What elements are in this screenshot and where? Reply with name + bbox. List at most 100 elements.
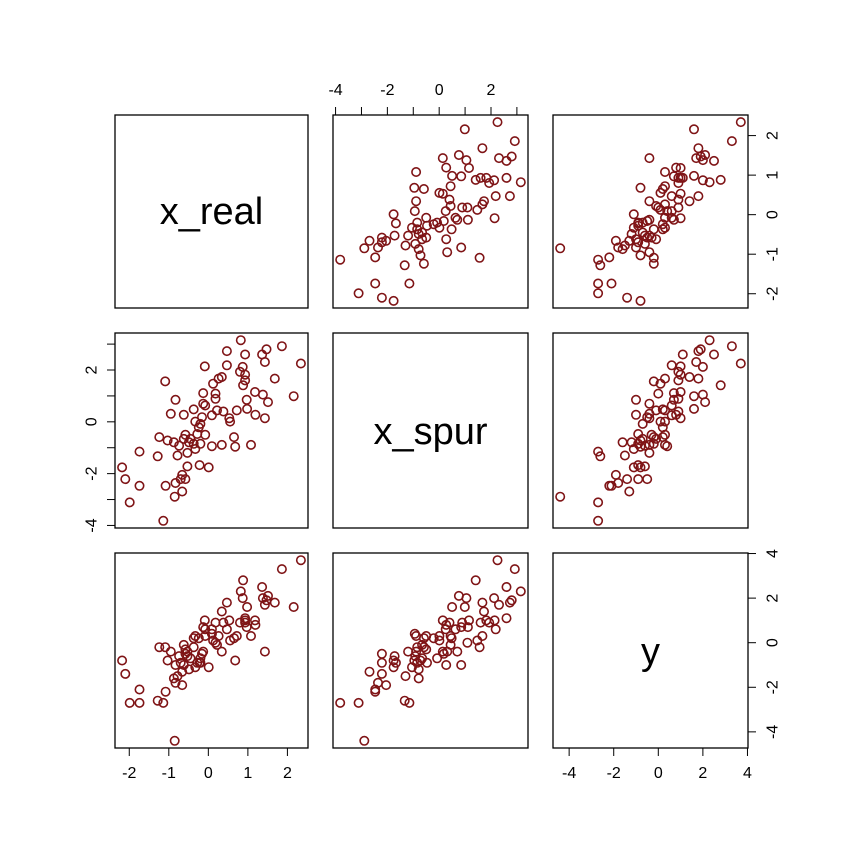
data-point <box>199 361 210 372</box>
tick-label-x_real-vertical: 1 <box>765 171 782 180</box>
data-point <box>456 171 467 182</box>
data-point <box>389 651 400 662</box>
data-point <box>434 630 445 641</box>
tick-label-x_spur: -4 <box>328 82 342 99</box>
data-point <box>231 405 242 416</box>
data-point <box>697 155 708 166</box>
data-point <box>185 653 196 664</box>
tick-label-x_real-vertical: 0 <box>765 210 782 219</box>
data-point <box>693 373 704 384</box>
data-point <box>154 642 165 653</box>
data-point <box>617 437 628 448</box>
data-point <box>655 416 666 427</box>
data-point <box>506 595 517 606</box>
data-point <box>195 438 206 449</box>
data-point <box>117 655 128 666</box>
data-point <box>462 202 473 213</box>
data-point <box>441 659 452 670</box>
tick-label-x_real: 2 <box>283 765 292 782</box>
data-point <box>229 633 240 644</box>
data-point <box>259 599 270 610</box>
data-point <box>438 216 449 227</box>
data-point <box>515 177 526 188</box>
data-point <box>242 403 253 414</box>
data-point <box>657 184 668 195</box>
data-point <box>411 167 422 178</box>
data-point <box>635 462 646 473</box>
data-point <box>691 153 702 164</box>
data-point <box>406 662 417 673</box>
tick-label-y-vertical: 2 <box>765 594 782 603</box>
tick-label-x_real-vertical: -1 <box>765 247 782 261</box>
data-point <box>700 150 711 161</box>
data-point <box>178 409 189 420</box>
tick-label-x_real: 0 <box>204 765 213 782</box>
data-point <box>470 174 481 185</box>
data-point <box>708 155 719 166</box>
data-point <box>481 615 492 626</box>
data-point <box>445 181 456 192</box>
data-point <box>120 474 131 485</box>
data-point <box>410 651 421 662</box>
data-point <box>462 214 473 225</box>
data-point <box>459 124 470 135</box>
tick-label-x_spur: 2 <box>487 82 496 99</box>
tick-label-x_spur-vertical: 0 <box>84 417 101 426</box>
data-point <box>440 624 451 635</box>
data-point <box>501 581 512 592</box>
data-point <box>210 393 221 404</box>
data-point <box>235 335 246 346</box>
data-point <box>250 409 261 420</box>
data-point <box>442 247 453 258</box>
data-point <box>635 182 646 193</box>
data-point <box>484 178 495 189</box>
data-point <box>673 194 684 205</box>
data-point <box>644 447 655 458</box>
data-point <box>675 361 686 372</box>
data-point <box>134 684 145 695</box>
data-point <box>675 386 686 397</box>
data-point <box>200 624 211 635</box>
data-point <box>704 177 715 188</box>
tick-label-x_spur: -2 <box>380 82 394 99</box>
data-point <box>644 247 655 258</box>
data-point <box>489 593 500 604</box>
data-point <box>481 172 492 183</box>
data-point <box>659 439 670 450</box>
tick-label-x_spur: 0 <box>435 82 444 99</box>
data-point <box>370 278 381 289</box>
data-point <box>170 394 181 405</box>
data-point <box>188 404 199 415</box>
data-point <box>198 398 209 409</box>
data-point <box>668 394 679 405</box>
data-point <box>388 662 399 673</box>
data-point <box>240 349 251 360</box>
tick-label-y: 4 <box>743 765 752 782</box>
data-point <box>457 617 468 628</box>
data-point <box>509 136 520 147</box>
data-point <box>675 369 686 380</box>
data-point <box>238 575 249 586</box>
data-point <box>434 187 445 198</box>
data-point <box>200 429 211 440</box>
data-point <box>463 615 474 626</box>
data-point <box>697 175 708 186</box>
data-point <box>193 633 204 644</box>
data-point <box>659 167 670 178</box>
data-point <box>659 181 670 192</box>
tick-label-x_spur-vertical: 2 <box>84 365 101 374</box>
data-point <box>188 438 199 449</box>
data-point <box>470 575 481 586</box>
data-point <box>262 590 273 601</box>
data-point <box>417 639 428 650</box>
data-point <box>693 143 704 154</box>
data-point <box>216 606 227 617</box>
data-point <box>677 349 688 360</box>
data-point <box>453 590 464 601</box>
data-point <box>637 433 648 444</box>
data-point <box>604 480 615 491</box>
data-point <box>461 155 472 166</box>
data-point <box>666 212 677 223</box>
data-point <box>259 413 270 424</box>
